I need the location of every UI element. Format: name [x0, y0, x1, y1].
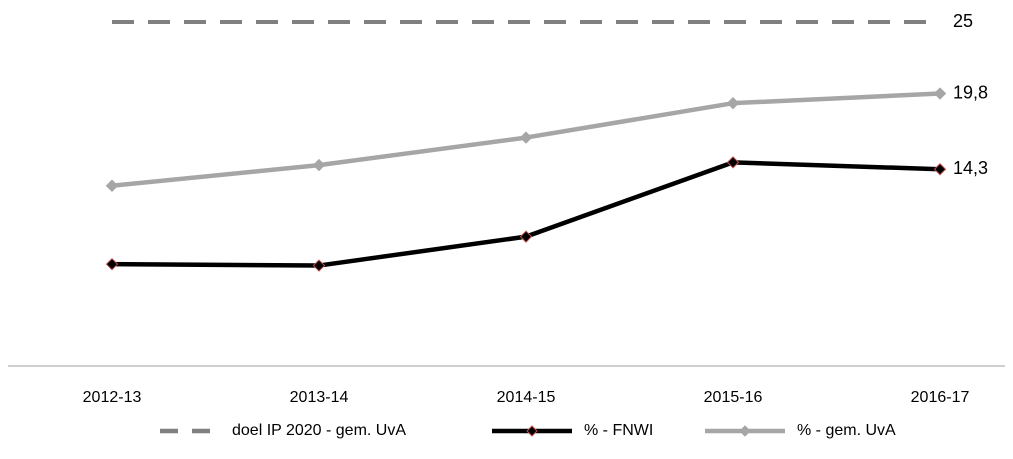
x-tick-label: 2013-14: [290, 389, 349, 406]
marker: [519, 131, 533, 144]
marker: [312, 259, 326, 272]
legend-marker: [739, 425, 751, 437]
series-line: [111, 160, 941, 268]
x-tick-label: 2015-16: [704, 389, 763, 406]
legend-label: % - gem. UvA: [797, 422, 896, 439]
data-label: 25: [953, 11, 973, 31]
x-tick-label: 2012-13: [83, 389, 142, 406]
marker: [726, 96, 740, 110]
marker: [312, 158, 326, 172]
data-label: 14,3: [953, 158, 988, 178]
legend-label: % - FNWI: [584, 422, 653, 439]
data-label: 19,8: [953, 82, 988, 102]
marker: [933, 87, 947, 100]
marker: [726, 156, 740, 169]
legend-label: doel IP 2020 - gem. UvA: [232, 422, 406, 439]
x-tick-label: 2016-17: [911, 389, 970, 406]
marker: [933, 163, 947, 176]
x-tick-label: 2014-15: [497, 389, 556, 406]
marker: [519, 230, 533, 243]
legend-marker: [526, 425, 538, 437]
marker: [105, 179, 119, 192]
marker: [105, 257, 119, 271]
